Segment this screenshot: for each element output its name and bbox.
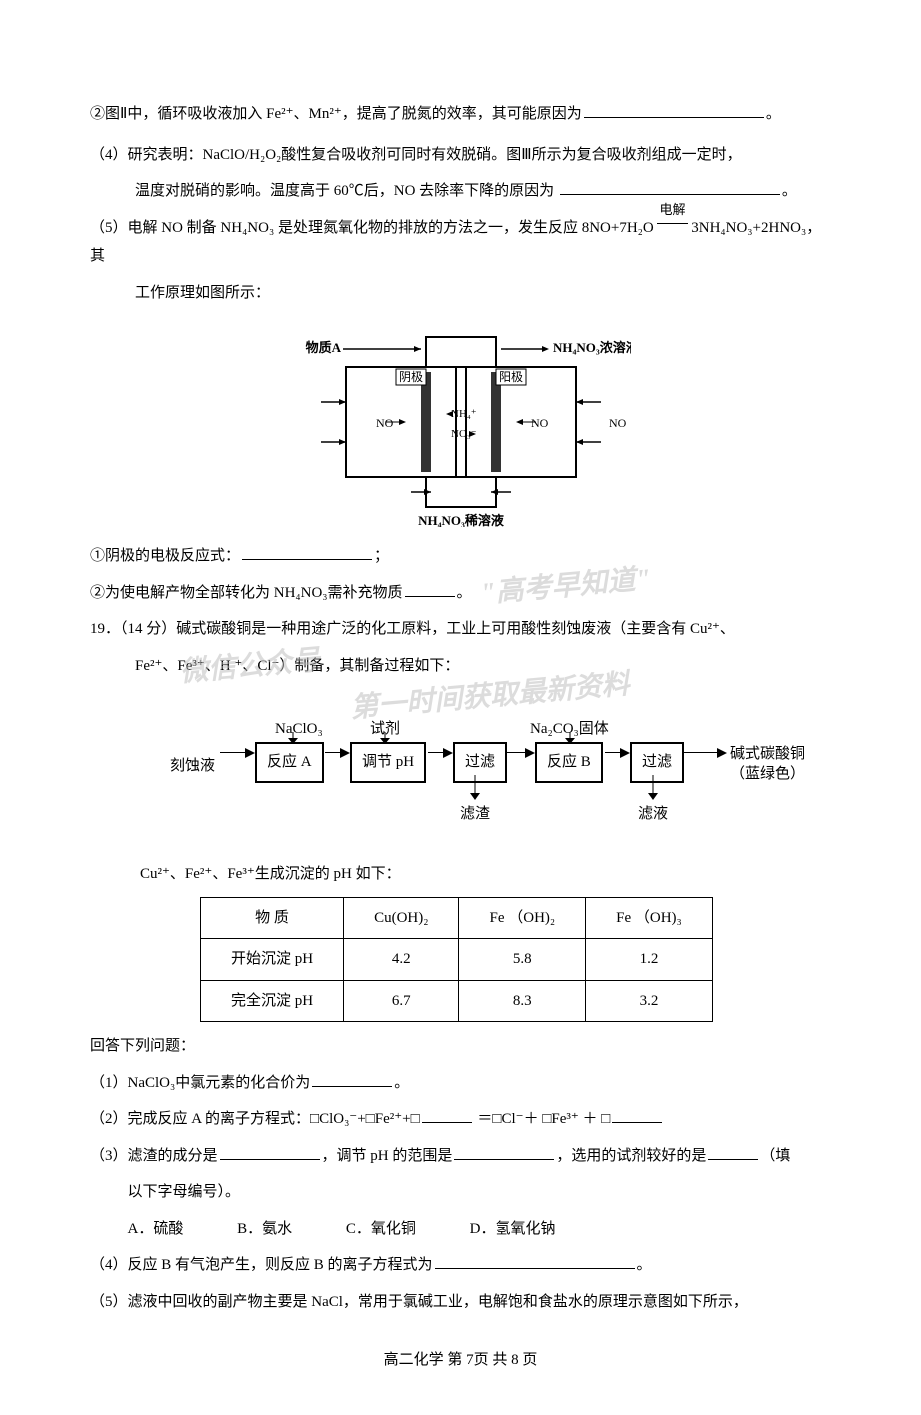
flow-filter1: 过滤 <box>453 742 507 783</box>
td: 完全沉淀 pH <box>201 980 344 1022</box>
flow-liquid: 滤液 <box>638 800 668 829</box>
answer-heading: 回答下列问题： <box>90 1038 195 1054</box>
th-feoh3: Fe （OH)₃ <box>586 897 713 939</box>
td: 开始沉淀 pH <box>201 939 344 981</box>
flow-residue: 滤渣 <box>460 800 490 829</box>
q19b-text: Fe²⁺、Fe³⁺、H ⁺、Cl⁻）制备，其制备过程如下： <box>135 658 459 674</box>
page-footer: 高二化学 第 7页 共 8 页 <box>90 1346 831 1375</box>
td: 8.3 <box>459 980 586 1022</box>
blank-q51[interactable] <box>242 542 372 560</box>
svg-text:NH₄NO₃浓溶液: NH₄NO₃浓溶液 <box>553 340 631 355</box>
sub1: （1）NaClO₃中氯元素的化合价为 <box>90 1075 310 1091</box>
blank-q52[interactable] <box>405 579 455 597</box>
sub2: （2）完成反应 A 的离子方程式：□ClO₃⁻+□Fe²⁺+□ <box>90 1111 420 1127</box>
flow-etch: 刻蚀液 <box>170 752 215 781</box>
q5b-text: 工作原理如图所示： <box>135 285 270 301</box>
td: 1.2 <box>586 939 713 981</box>
sub4: （4）反应 B 有气泡产生，则反应 B 的离子方程式为 <box>90 1257 433 1273</box>
td: 4.2 <box>344 939 459 981</box>
flow-adjustpH: 调节 pH <box>350 742 426 783</box>
blank-sub2b[interactable] <box>612 1105 662 1123</box>
q51-text: ①阴极的电极反应式： <box>90 548 240 564</box>
choice-d: D．氢氧化钠 <box>470 1221 556 1237</box>
q4b-text: 温度对脱硝的影响。温度高于 60℃后，NO 去除率下降的原因为 <box>135 183 558 199</box>
flow-diagram: 刻蚀液 NaClO₃ 反应 A 试剂 调节 pH 过滤 滤渣 Na₂CO₃固体 … <box>170 690 831 840</box>
sub3e: 以下字母编号）。 <box>128 1184 241 1200</box>
svg-text:阴极: 阴极 <box>398 370 422 384</box>
svg-text:NO: NO <box>609 416 627 430</box>
sub5: （5）滤液中回收的副产物主要是 NaCl，常用于氯碱工业，电解饱和食盐水的原理示… <box>90 1294 748 1310</box>
td: 3.2 <box>586 980 713 1022</box>
q52-text: ②为使电解产物全部转化为 NH₄NO₃需补充物质 <box>90 585 403 601</box>
th-substance: 物 质 <box>201 897 344 939</box>
blank-sub2a[interactable] <box>422 1105 472 1123</box>
blank-sub3a[interactable] <box>220 1142 320 1160</box>
choice-c: C．氧化铜 <box>346 1221 416 1237</box>
svg-text:物质A: 物质A <box>305 340 341 355</box>
q4a-text: （4）研究表明：NaClO/H₂O₂酸性复合吸收剂可同时有效脱硝。图Ⅲ所示为复合… <box>90 147 742 163</box>
ph-intro: Cu²⁺、Fe²⁺、Fe³⁺生成沉淀的 pH 如下： <box>140 866 401 882</box>
blank-q2[interactable] <box>584 100 764 118</box>
q19a-text: 19．（14 分）碱式碳酸铜是一种用途广泛的化工原料，工业上可用酸性刻蚀废液（主… <box>90 621 735 637</box>
electro-text: 电解 <box>657 198 687 224</box>
sub3c: ，选用的试剂较好的是 <box>556 1148 706 1164</box>
flow-naclo3: NaClO₃ <box>275 715 323 744</box>
svg-text:阳极: 阳极 <box>498 370 522 384</box>
sub2b: ＝□Cl⁻＋ □Fe³⁺ ＋ □ <box>474 1111 611 1127</box>
sub3: （3）滤渣的成分是 <box>90 1148 218 1164</box>
q5a-text: （5）电解 NO 制备 NH₄NO₃ 是处理氮氧化物的排放的方法之一，发生反应 … <box>90 220 654 236</box>
choice-b: B．氨水 <box>237 1221 292 1237</box>
ph-table: 物 质 Cu(OH)₂ Fe （OH)₂ Fe （OH)₃ 开始沉淀 pH 4.… <box>200 897 713 1023</box>
electrolysis-diagram: 物质A NH₄NO₃浓溶液 阴极 阳极 NO NO NO NH₄⁺ NO₃⁻ <box>291 327 631 527</box>
blank-sub3c[interactable] <box>708 1142 758 1160</box>
blank-sub1[interactable] <box>312 1069 392 1087</box>
blank-sub4[interactable] <box>435 1251 635 1269</box>
svg-text:NH₄⁺: NH₄⁺ <box>451 408 477 420</box>
th-cuoh2: Cu(OH)₂ <box>344 897 459 939</box>
q2-text: ②图Ⅱ中，循环吸收液加入 Fe²⁺、Mn²⁺，提高了脱氮的效率，其可能原因为 <box>90 106 582 122</box>
blank-sub3b[interactable] <box>454 1142 554 1160</box>
choice-a: A．硫酸 <box>128 1221 184 1237</box>
svg-text:NO: NO <box>376 416 394 430</box>
td: 5.8 <box>459 939 586 981</box>
flow-product2: （蓝绿色） <box>730 760 805 789</box>
svg-text:NO: NO <box>531 416 549 430</box>
blank-q4[interactable] <box>560 177 780 195</box>
sub3d: （填 <box>760 1148 790 1164</box>
flow-reactB: 反应 B <box>535 742 603 783</box>
svg-text:NH₄NO₃稀溶液: NH₄NO₃稀溶液 <box>418 513 504 527</box>
th-feoh2: Fe （OH)₂ <box>459 897 586 939</box>
sub3b: ，调节 pH 的范围是 <box>322 1148 453 1164</box>
flow-reactA: 反应 A <box>255 742 324 783</box>
td: 6.7 <box>344 980 459 1022</box>
